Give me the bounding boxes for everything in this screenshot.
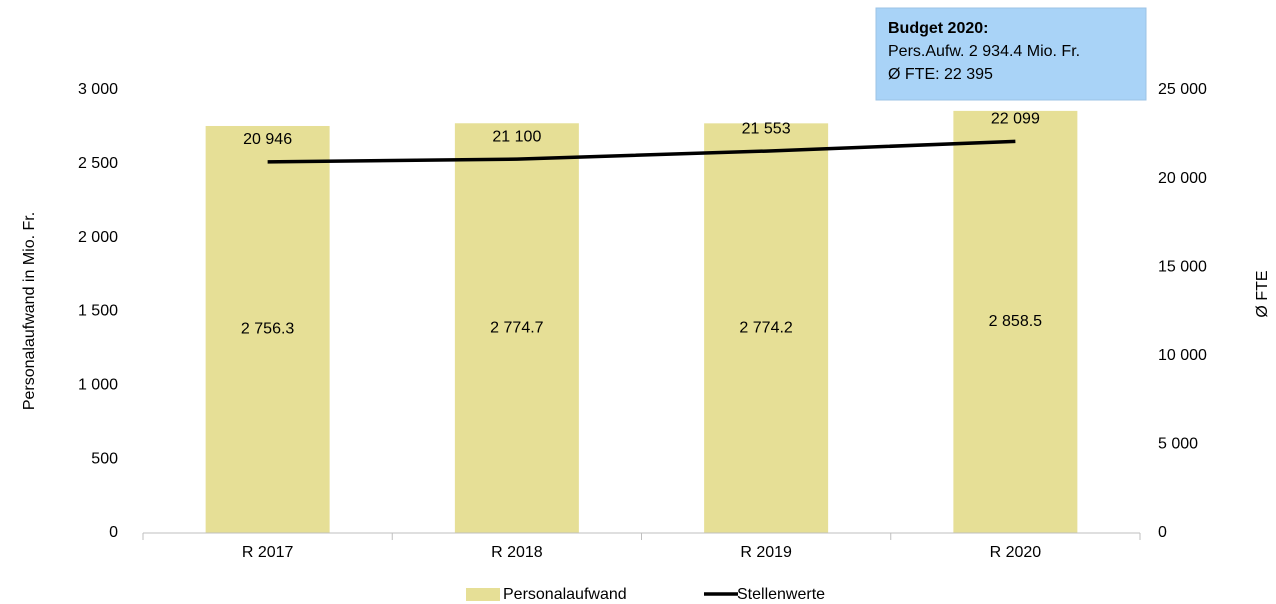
y-tick-label: 1 500 bbox=[78, 303, 118, 320]
y2-axis-label: Ø FTE bbox=[1254, 270, 1271, 317]
annotation-line: Ø FTE: 22 395 bbox=[888, 66, 993, 83]
y-tick-label: 0 bbox=[109, 524, 118, 541]
legend-swatch bbox=[466, 588, 500, 601]
y-tick-label: 3 000 bbox=[78, 81, 118, 98]
y-tick-label: 1 000 bbox=[78, 377, 118, 394]
y-tick-label: 500 bbox=[91, 450, 118, 467]
bar-value-label: 2 756.3 bbox=[241, 321, 294, 338]
x-tick-label: R 2018 bbox=[491, 544, 543, 561]
line-value-label: 21 553 bbox=[742, 120, 791, 137]
y-axis-label: Personalaufwand in Mio. Fr. bbox=[21, 212, 38, 410]
y2-tick-label: 0 bbox=[1158, 524, 1167, 541]
bar-value-label: 2 858.5 bbox=[989, 313, 1042, 330]
y2-tick-label: 25 000 bbox=[1158, 81, 1207, 98]
annotation-line: Pers.Aufw. 2 934.4 Mio. Fr. bbox=[888, 43, 1080, 60]
x-tick-label: R 2020 bbox=[990, 544, 1042, 561]
y2-tick-label: 20 000 bbox=[1158, 170, 1207, 187]
line bbox=[267, 139, 1016, 164]
y-tick-label: 2 000 bbox=[78, 229, 118, 246]
y-tick-label: 2 500 bbox=[78, 155, 118, 172]
y2-tick-label: 10 000 bbox=[1158, 347, 1207, 364]
annotation-title: Budget 2020: bbox=[888, 20, 988, 37]
line-value-label: 22 099 bbox=[991, 111, 1040, 128]
y2-tick-label: 15 000 bbox=[1158, 258, 1207, 275]
bar bbox=[704, 123, 829, 533]
bar bbox=[953, 110, 1078, 533]
legend-label: Stellenwerte bbox=[737, 586, 825, 603]
line-value-label: 20 946 bbox=[243, 131, 292, 148]
x-tick-label: R 2019 bbox=[740, 544, 792, 561]
legend-label: Personalaufwand bbox=[503, 586, 627, 603]
y2-tick-label: 5 000 bbox=[1158, 436, 1198, 453]
x-tick-label: R 2017 bbox=[242, 544, 294, 561]
bar-value-label: 2 774.7 bbox=[490, 319, 543, 336]
annotation-box bbox=[875, 7, 1147, 101]
bar bbox=[205, 125, 330, 534]
line-value-label: 21 100 bbox=[492, 128, 541, 145]
bar bbox=[454, 123, 579, 534]
bar-value-label: 2 774.2 bbox=[739, 319, 792, 336]
